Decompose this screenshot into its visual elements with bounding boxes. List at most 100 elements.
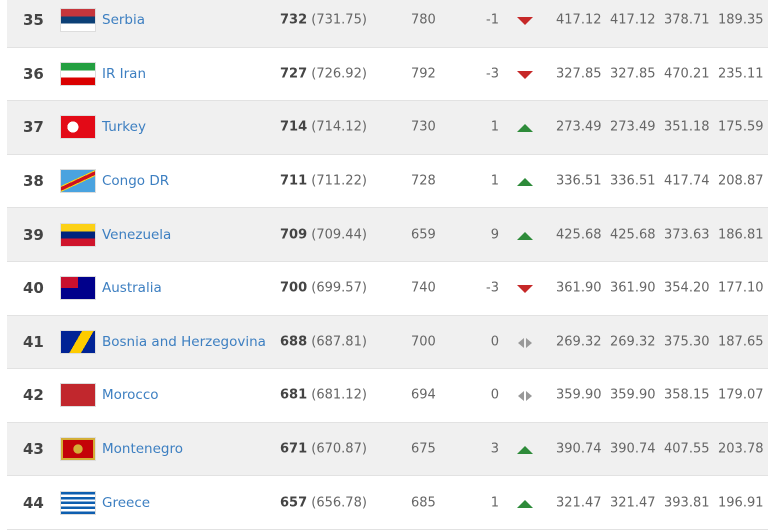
morocco-flag-icon xyxy=(60,383,96,408)
previous-points: 700 xyxy=(411,334,436,350)
points-rounded: 711 xyxy=(280,173,308,189)
country-link[interactable]: Greece xyxy=(102,494,151,511)
points-exact: (711.22) xyxy=(311,173,367,189)
previous-points: 694 xyxy=(411,387,436,403)
score-c2: 417.12 xyxy=(610,12,656,28)
country-link[interactable]: Bosnia and Herzegovina xyxy=(102,333,266,350)
score-c2: 361.90 xyxy=(610,280,656,296)
points-exact: (731.75) xyxy=(311,12,367,28)
rank-change: 1 xyxy=(490,495,499,511)
serbia-flag-icon xyxy=(60,8,96,33)
greece-flag-icon xyxy=(60,490,96,515)
score-c1: 359.90 xyxy=(556,387,602,403)
points-exact: (656.78) xyxy=(311,495,367,511)
rank: 36 xyxy=(23,64,44,83)
points: 700 (699.57) xyxy=(280,281,367,296)
country-link[interactable]: Serbia xyxy=(102,12,146,29)
rank-change: 1 xyxy=(490,173,499,189)
score-c4: 235.11 xyxy=(718,66,764,82)
rank: 37 xyxy=(23,118,44,137)
points-exact: (687.81) xyxy=(311,334,367,350)
score-c3: 373.63 xyxy=(664,227,710,243)
turkey-flag-icon xyxy=(60,115,96,140)
table-row: 35 Serbia 732 (731.75) 780 -1 417.12 417.12 378… xyxy=(7,0,768,48)
score-c1: 327.85 xyxy=(556,66,602,82)
rank: 39 xyxy=(23,225,44,244)
country-link[interactable]: Morocco xyxy=(102,387,159,404)
rank-change: 0 xyxy=(490,334,499,350)
rank-change: -1 xyxy=(486,12,499,28)
rank-change: 3 xyxy=(490,441,499,457)
rank: 43 xyxy=(23,440,44,459)
previous-points: 792 xyxy=(411,66,436,82)
score-c2: 273.49 xyxy=(610,119,656,135)
previous-points: 659 xyxy=(411,227,436,243)
previous-points: 730 xyxy=(411,119,436,135)
points: 711 (711.22) xyxy=(280,174,367,189)
points: 709 (709.44) xyxy=(280,227,367,242)
score-c4: 177.10 xyxy=(718,280,764,296)
rank: 42 xyxy=(23,386,44,405)
score-c2: 327.85 xyxy=(610,66,656,82)
score-c3: 375.30 xyxy=(664,334,710,350)
no-change-icon xyxy=(516,337,534,348)
country-link[interactable]: Turkey xyxy=(102,119,146,136)
points: 688 (687.81) xyxy=(280,334,367,349)
score-c4: 187.65 xyxy=(718,334,764,350)
score-c3: 407.55 xyxy=(664,441,710,457)
points: 681 (681.12) xyxy=(280,388,367,403)
points-rounded: 732 xyxy=(280,12,308,28)
arrow-down-icon xyxy=(516,69,534,79)
score-c1: 321.47 xyxy=(556,495,602,511)
previous-points: 780 xyxy=(411,12,436,28)
score-c2: 321.47 xyxy=(610,495,656,511)
table-row: 42 Morocco 681 (681.12) 694 0 359.90 359.90 358… xyxy=(7,369,768,423)
rank-change: -3 xyxy=(486,280,499,296)
country-link[interactable]: Montenegro xyxy=(102,441,184,458)
rank-change: 1 xyxy=(490,119,499,135)
rank: 41 xyxy=(23,332,44,351)
score-c1: 273.49 xyxy=(556,119,602,135)
score-c3: 378.71 xyxy=(664,12,710,28)
arrow-down-icon xyxy=(516,15,534,26)
score-c1: 425.68 xyxy=(556,227,602,243)
previous-points: 740 xyxy=(411,280,436,296)
table-row: 38 Congo DR 711 (711.22) 728 1 336.51 336.51 41… xyxy=(7,155,768,209)
score-c4: 208.87 xyxy=(718,173,764,189)
points-rounded: 657 xyxy=(280,495,308,511)
rank: 44 xyxy=(23,493,44,512)
points-exact: (709.44) xyxy=(311,227,367,243)
previous-points: 728 xyxy=(411,173,436,189)
country-link[interactable]: Venezuela xyxy=(102,226,172,243)
previous-points: 685 xyxy=(411,495,436,511)
score-c2: 359.90 xyxy=(610,387,656,403)
score-c4: 179.07 xyxy=(718,387,764,403)
previous-points: 675 xyxy=(411,441,436,457)
points-rounded: 671 xyxy=(280,441,308,457)
score-c2: 425.68 xyxy=(610,227,656,243)
points-rounded: 700 xyxy=(280,280,308,296)
arrow-up-icon xyxy=(516,444,534,455)
arrow-up-icon xyxy=(516,230,534,240)
table-row: 40 Australia 700 (699.57) 740 -3 361.90 361.90… xyxy=(7,262,768,316)
points: 671 (670.87) xyxy=(280,442,367,457)
iran-flag-icon xyxy=(60,61,96,86)
points-rounded: 688 xyxy=(280,334,308,350)
score-c3: 354.20 xyxy=(664,280,710,296)
score-c2: 269.32 xyxy=(610,334,656,350)
score-c3: 417.74 xyxy=(664,173,710,189)
rank: 40 xyxy=(23,279,44,298)
congo-dr-flag-icon xyxy=(60,169,96,194)
country-link[interactable]: IR Iran xyxy=(102,65,147,82)
score-c4: 186.81 xyxy=(718,227,764,243)
country-link[interactable]: Australia xyxy=(102,280,162,297)
australia-flag-icon xyxy=(60,276,96,301)
points-rounded: 727 xyxy=(280,66,308,82)
score-c1: 336.51 xyxy=(556,173,602,189)
rank: 38 xyxy=(23,172,44,191)
score-c3: 393.81 xyxy=(664,495,710,511)
country-link[interactable]: Congo DR xyxy=(102,173,170,190)
arrow-up-icon xyxy=(516,122,534,133)
venezuela-flag-icon xyxy=(60,222,96,247)
